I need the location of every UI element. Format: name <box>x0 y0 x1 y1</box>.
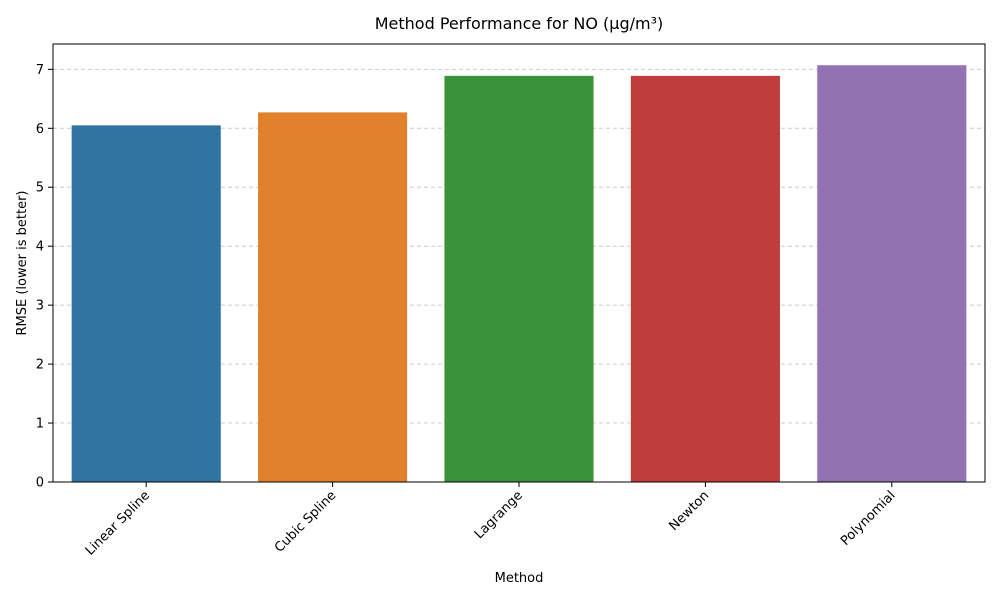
bar-polynomial <box>817 65 967 482</box>
y-tick-label: 5 <box>36 181 44 196</box>
chart-title: Method Performance for NO (μg/m³) <box>375 14 664 33</box>
bar-cubic-spline <box>258 112 408 482</box>
x-tick-label: Linear Spline <box>83 488 153 558</box>
x-tick-label: Polynomial <box>838 488 899 549</box>
y-tick-label: 7 <box>36 63 44 78</box>
x-axis-label: Method <box>495 571 544 586</box>
x-tick-label: Lagrange <box>472 488 526 542</box>
y-tick-label: 2 <box>36 358 44 373</box>
y-axis-ticks: 0 1 2 3 4 5 6 7 <box>36 63 53 491</box>
y-tick-label: 6 <box>36 122 44 137</box>
y-tick-label: 1 <box>36 417 44 432</box>
bar-linear-spline <box>71 125 221 482</box>
x-tick-label: Newton <box>667 488 713 534</box>
bar-newton <box>630 75 780 483</box>
x-tick-label: Cubic Spline <box>272 488 339 555</box>
bars <box>71 65 967 483</box>
y-tick-label: 0 <box>36 476 44 491</box>
x-axis-ticks: Linear Spline Cubic Spline Lagrange Newton P… <box>83 482 899 559</box>
y-tick-label: 4 <box>36 240 44 255</box>
y-tick-label: 3 <box>36 299 44 314</box>
bar-lagrange <box>444 75 594 483</box>
y-axis-label: RMSE (lower is better) <box>15 191 30 336</box>
